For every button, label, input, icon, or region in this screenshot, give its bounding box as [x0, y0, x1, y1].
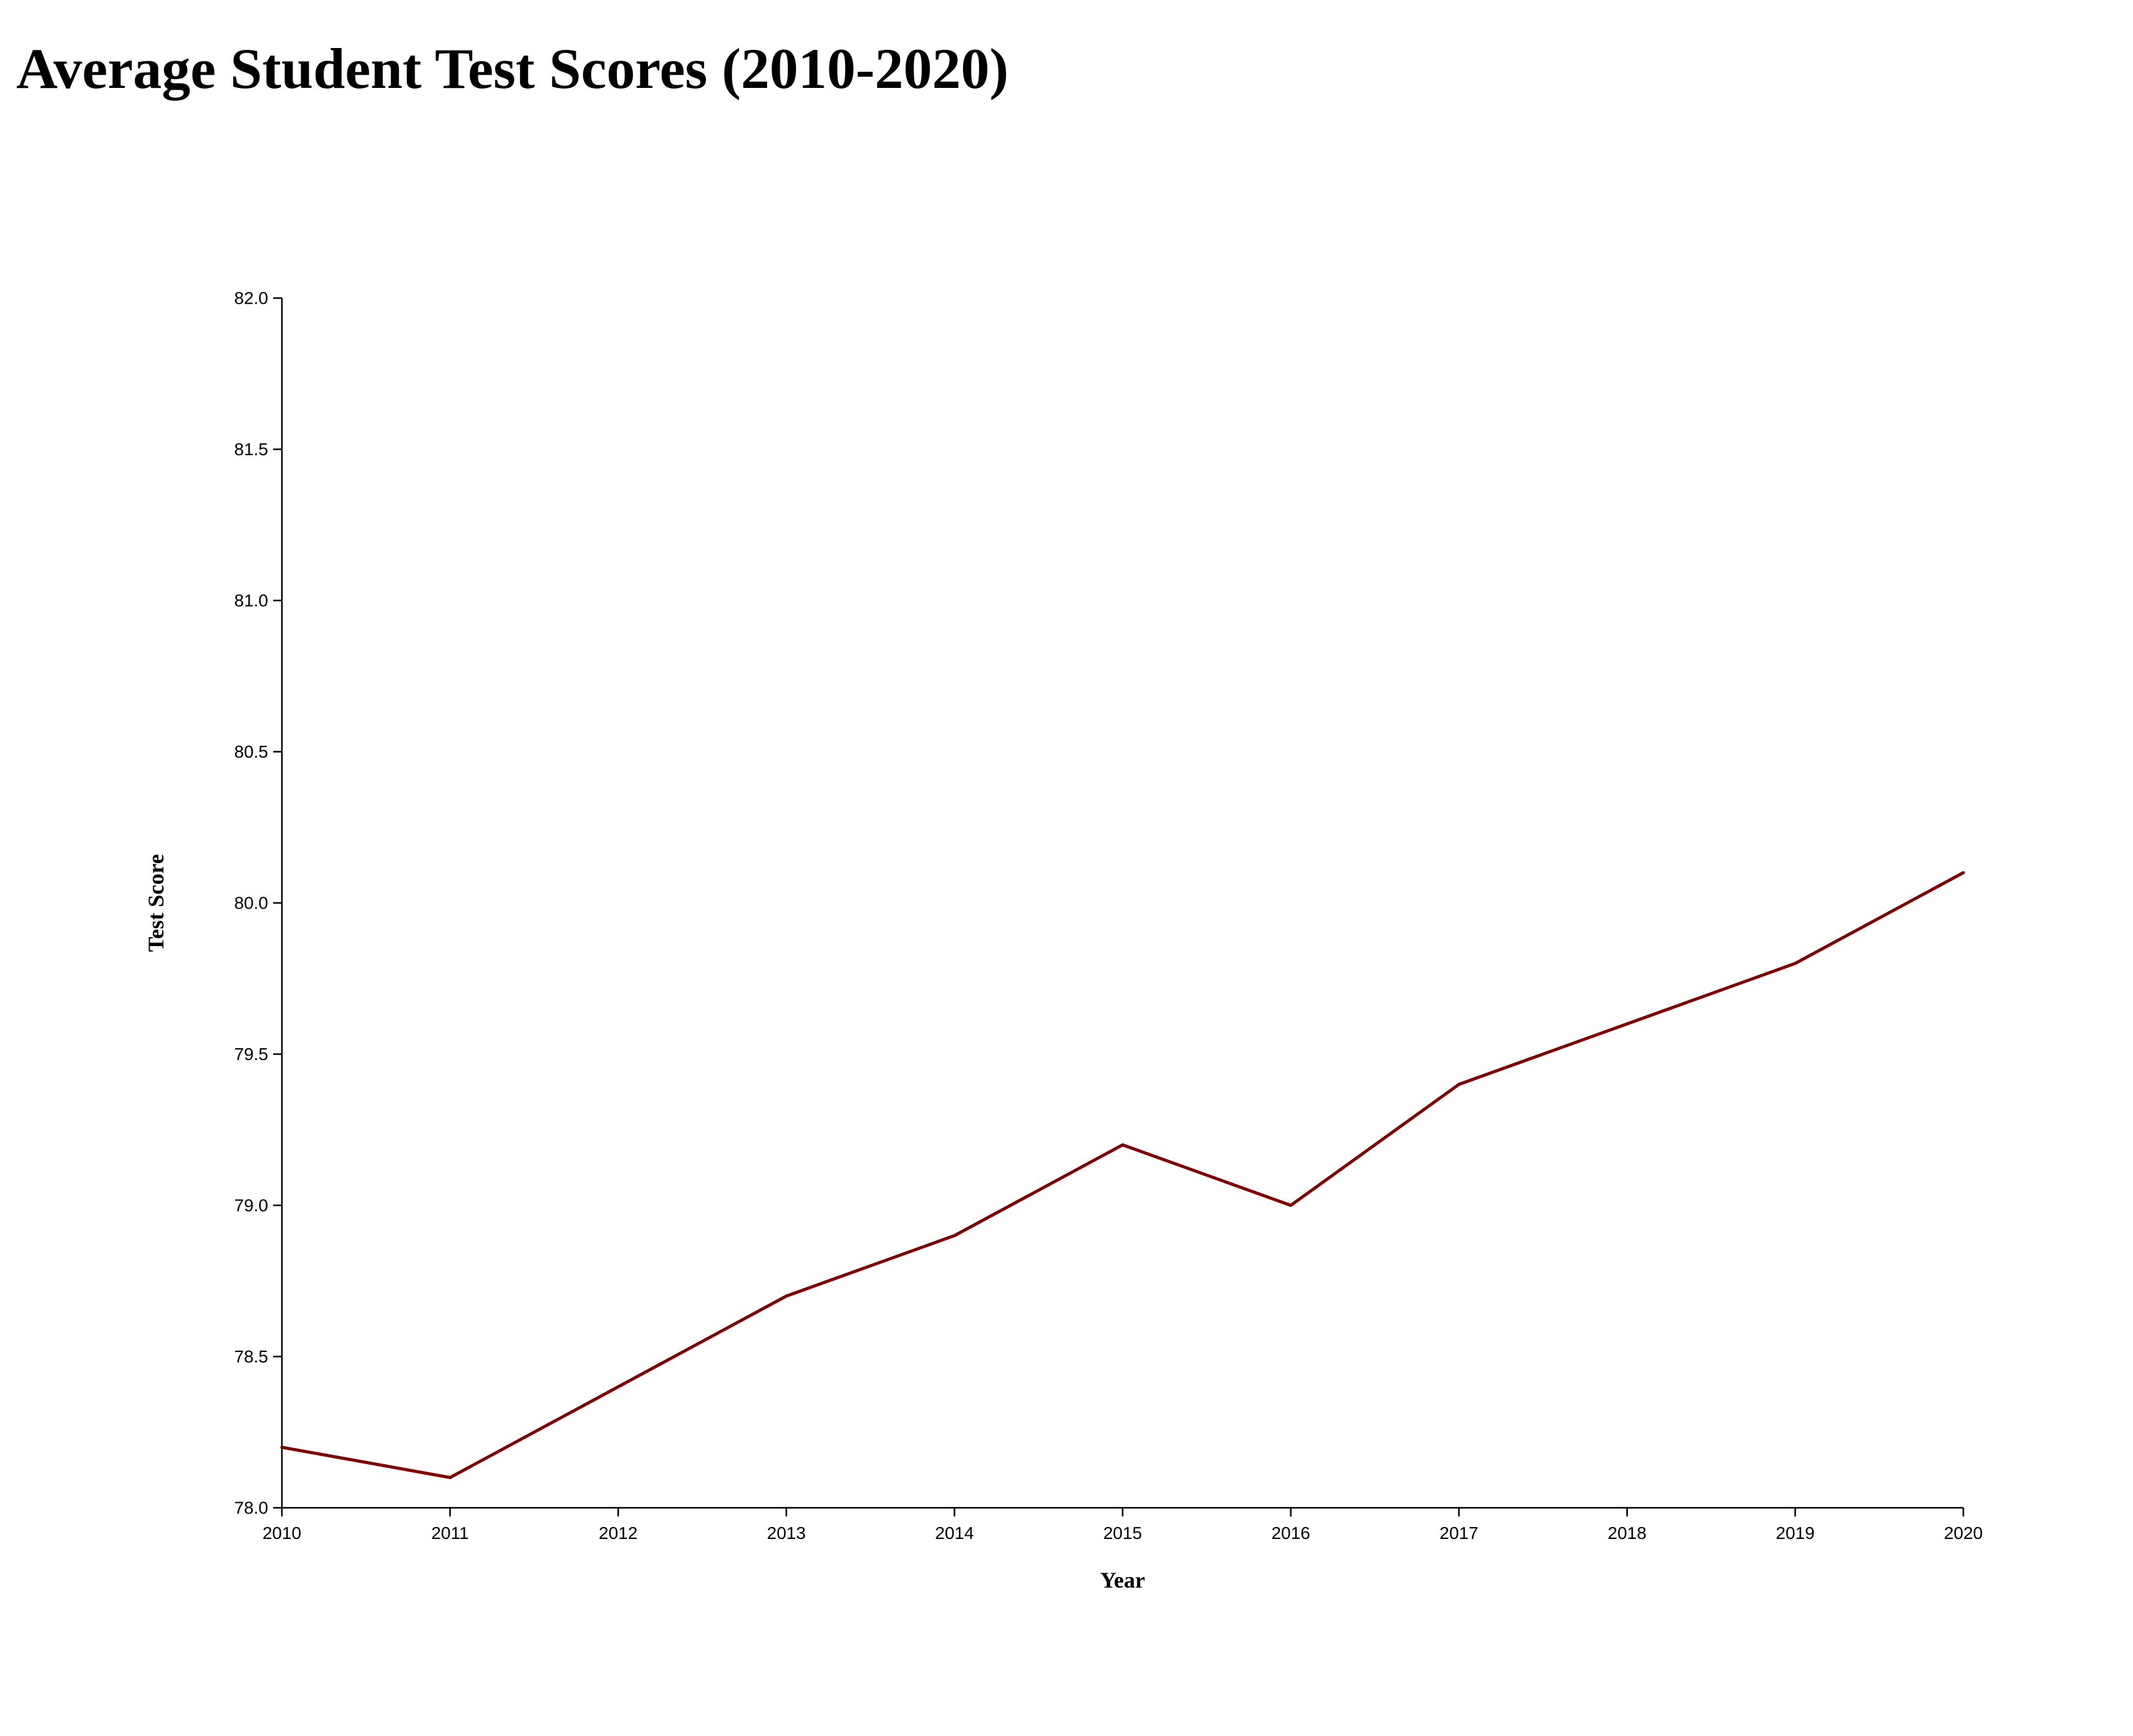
x-tick-label: 2012 [599, 1523, 637, 1543]
x-axis: 2010 2011 2012 2013 2014 2015 2016 2017 2018 2019… [263, 1507, 1983, 1543]
y-tick-label: 81.0 [235, 591, 269, 610]
x-tick-label: 2017 [1439, 1523, 1478, 1543]
page-title: Average Student Test Scores (2010-2020) [16, 37, 1009, 100]
x-tick-label: 2016 [1271, 1523, 1310, 1543]
y-tick-label: 80.0 [235, 894, 269, 913]
y-tick-label: 81.5 [235, 440, 269, 459]
x-tick-label: 2010 [263, 1523, 301, 1543]
y-tick-label: 79.5 [235, 1044, 269, 1064]
x-tick-label: 2014 [935, 1523, 974, 1543]
x-tick-label: 2020 [1944, 1523, 1983, 1543]
y-axis: 78.0 78.5 79.0 79.5 80.0 80.5 81.0 81.5 82.0 [235, 289, 283, 1518]
y-tick-label: 82.0 [235, 289, 269, 308]
y-axis-title: Test Score [143, 854, 168, 952]
y-tick-label: 78.5 [235, 1347, 269, 1366]
x-tick-label: 2019 [1776, 1523, 1814, 1543]
x-axis-title: Year [1100, 1568, 1145, 1593]
x-tick-label: 2011 [431, 1523, 468, 1543]
series-line [280, 871, 1965, 1479]
x-tick-label: 2015 [1103, 1523, 1142, 1543]
x-tick-label: 2018 [1608, 1523, 1647, 1543]
y-tick-label: 79.0 [235, 1196, 269, 1215]
series-group [280, 871, 1965, 1479]
x-tick-label: 2013 [767, 1523, 806, 1543]
y-tick-label: 78.0 [235, 1498, 269, 1518]
y-tick-label: 80.5 [235, 742, 269, 761]
